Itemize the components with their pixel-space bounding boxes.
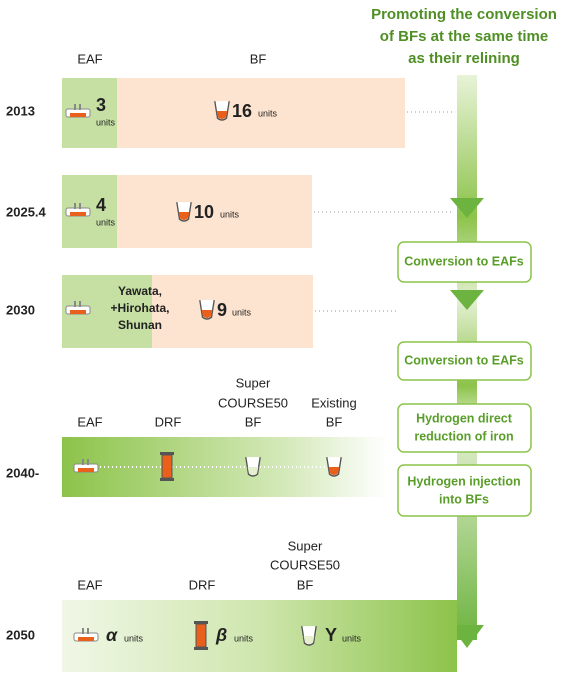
count: 4 xyxy=(96,195,106,215)
year: 2040- xyxy=(6,465,39,480)
column-label: BF xyxy=(326,414,343,429)
title: as their relining xyxy=(408,50,520,67)
bf-box xyxy=(117,78,405,148)
column-label: COURSE50 xyxy=(218,395,288,410)
bf-icon xyxy=(199,299,215,320)
step-box xyxy=(397,341,532,381)
column-label: DRF xyxy=(189,577,216,592)
bf-icon xyxy=(245,456,261,477)
column-label: COURSE50 xyxy=(270,557,340,572)
step-text: Conversion to EAFs xyxy=(404,254,524,268)
column-label: EAF xyxy=(77,577,102,592)
band xyxy=(62,600,457,672)
units: units xyxy=(342,633,362,643)
step-box xyxy=(397,403,532,453)
drf-icon xyxy=(193,621,209,651)
drf-icon xyxy=(159,452,175,482)
symbol: Y xyxy=(325,625,337,645)
column-label: BF xyxy=(250,51,267,66)
units: units xyxy=(258,108,278,118)
plant: Yawata, xyxy=(118,284,162,298)
bf-icon xyxy=(326,456,342,477)
units: units xyxy=(124,633,144,643)
units: units xyxy=(220,209,240,219)
step-text: into BFs xyxy=(439,492,489,506)
steps: Conversion to EAFs Conversion to EAFs Hy… xyxy=(397,241,532,517)
column-label: BF xyxy=(297,577,314,592)
title: Promoting the conversion xyxy=(371,6,557,23)
column-label: Existing xyxy=(311,395,357,410)
units: units xyxy=(96,117,116,127)
bf-box xyxy=(117,175,312,248)
step-box xyxy=(397,464,532,517)
bf-icon xyxy=(214,100,230,121)
units: units xyxy=(232,307,252,317)
column-label: EAF xyxy=(77,414,102,429)
plant: Shunan xyxy=(118,318,162,332)
symbol: β xyxy=(215,625,227,645)
year: 2030 xyxy=(6,302,35,317)
arrow-head xyxy=(450,290,484,310)
count: 9 xyxy=(217,300,227,320)
step-text: Hydrogen injection xyxy=(407,474,520,488)
count: 16 xyxy=(232,101,252,121)
step-text: Hydrogen direct xyxy=(416,411,513,425)
units: units xyxy=(234,633,254,643)
year: 2025.4 xyxy=(6,204,47,219)
bf-icon xyxy=(301,625,317,646)
step-box xyxy=(397,241,532,283)
plant: +Hirohata, xyxy=(110,301,169,315)
arrow-head xyxy=(450,198,484,218)
count: 3 xyxy=(96,95,106,115)
arrow-head xyxy=(450,625,484,648)
units: units xyxy=(96,217,116,227)
bf-box xyxy=(152,275,313,348)
count: 10 xyxy=(194,202,214,222)
column-label: BF xyxy=(245,414,262,429)
year: 2013 xyxy=(6,103,35,118)
title: of BFs at the same time xyxy=(380,28,548,45)
bf-icon xyxy=(176,201,192,222)
column-label: Super xyxy=(288,538,323,553)
column-label: Super xyxy=(236,375,271,390)
column-label: DRF xyxy=(155,414,182,429)
step-text: reduction of iron xyxy=(414,429,513,443)
column-label: EAF xyxy=(77,51,102,66)
step-text: Conversion to EAFs xyxy=(404,353,524,367)
symbol: α xyxy=(106,625,118,645)
year: 2050 xyxy=(6,627,35,642)
